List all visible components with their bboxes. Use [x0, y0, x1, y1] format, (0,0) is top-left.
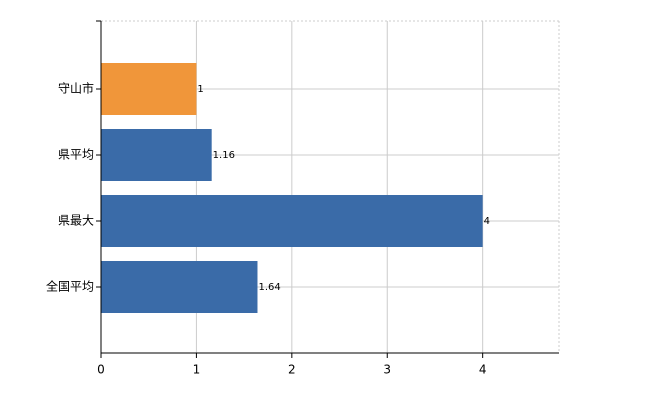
x-tick-label: 1 [193, 363, 201, 377]
x-tick-label: 3 [383, 363, 391, 377]
y-tick-label: 県平均 [58, 148, 94, 162]
x-tick-label: 0 [97, 363, 105, 377]
y-tick-label: 守山市 [58, 81, 94, 96]
y-tick-label: 全国平均 [46, 279, 94, 294]
bar [101, 63, 197, 115]
value-label: 1 [197, 84, 203, 95]
bar [101, 195, 483, 247]
y-tick-label: 県最大 [58, 214, 94, 228]
value-label: 1.16 [213, 150, 235, 161]
bar [101, 261, 258, 313]
x-tick-label: 4 [479, 363, 487, 377]
x-tick-label: 2 [288, 363, 296, 377]
value-label: 1.64 [258, 282, 280, 293]
bar [101, 129, 212, 181]
value-label: 4 [484, 216, 490, 227]
